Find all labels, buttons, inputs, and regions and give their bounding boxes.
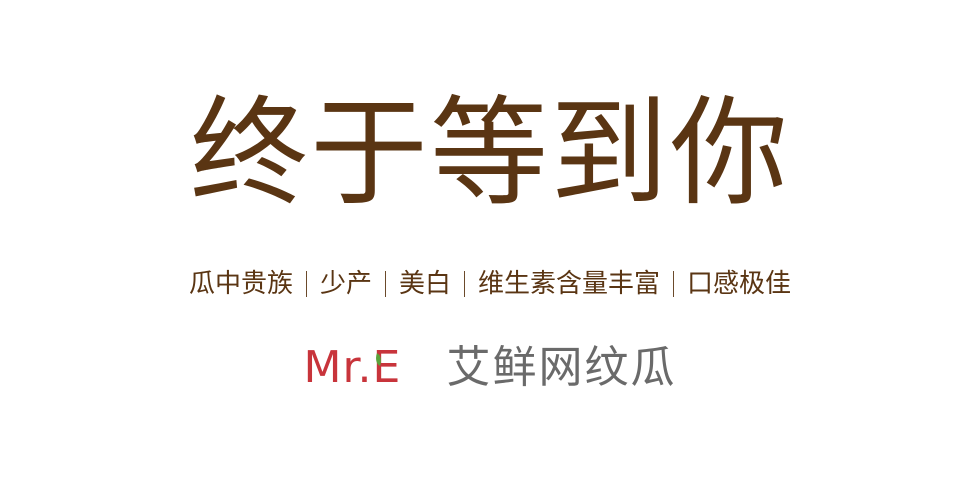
- brand-logo-text: Mr.E: [303, 342, 402, 393]
- brand-row: Mr.E 艾鲜网纹瓜: [0, 336, 980, 400]
- headline: 终于等到你: [189, 84, 790, 222]
- feature-separator: [673, 271, 675, 297]
- feature-item: 口感极佳: [687, 269, 792, 299]
- feature-item: 维生素含量丰富: [478, 269, 661, 299]
- brand-logo: Mr.E: [304, 336, 402, 400]
- feature-separator: [464, 271, 465, 297]
- feature-list: 瓜中贵族 少产 美白 维生素含量丰富 口感极佳: [0, 262, 980, 306]
- brand-name: 艾鲜网纹瓜: [446, 342, 677, 393]
- feature-separator: [384, 271, 386, 297]
- feature-item: 美白: [398, 269, 451, 299]
- feature-separator: [305, 271, 307, 297]
- feature-item: 瓜中贵族: [188, 269, 293, 299]
- feature-item: 少产: [319, 269, 372, 299]
